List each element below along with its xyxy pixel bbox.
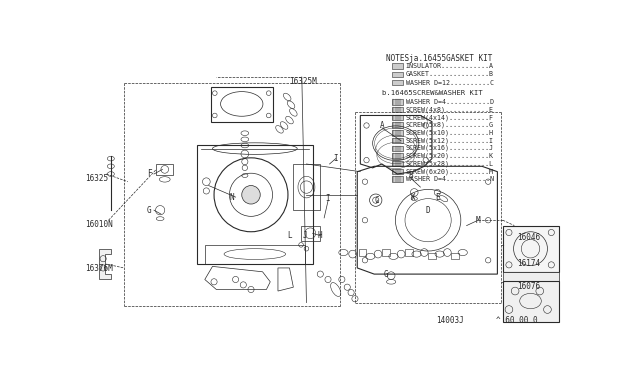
Text: C: C <box>374 196 379 205</box>
Text: SCREW(5x8)...........G: SCREW(5x8)...........G <box>406 122 494 128</box>
Text: 16010N: 16010N <box>86 220 113 229</box>
Text: 16046: 16046 <box>517 233 541 242</box>
Text: 16325M: 16325M <box>289 77 317 86</box>
Text: SCREW(4x8)...........E: SCREW(4x8)...........E <box>406 106 494 113</box>
Text: b.16465SCREW&WASHER KIT: b.16465SCREW&WASHER KIT <box>382 90 483 96</box>
Text: 16325: 16325 <box>86 174 109 183</box>
Text: SCREW(5x12)..........I: SCREW(5x12)..........I <box>406 137 494 144</box>
Bar <box>392 169 403 174</box>
Text: INSULATOR............A: INSULATOR............A <box>406 63 494 69</box>
Bar <box>392 145 403 151</box>
Text: N: N <box>229 193 234 202</box>
Text: L: L <box>287 231 292 240</box>
Text: H: H <box>318 231 323 240</box>
Polygon shape <box>99 249 111 279</box>
Bar <box>392 99 403 105</box>
Text: E: E <box>435 193 440 202</box>
Text: M: M <box>476 216 481 225</box>
Bar <box>392 130 403 135</box>
Text: I: I <box>333 154 338 163</box>
Text: WASHER D=4...........N: WASHER D=4...........N <box>406 176 494 182</box>
Text: SCREW(5x20)..........K: SCREW(5x20)..........K <box>406 153 494 159</box>
Bar <box>392 161 403 166</box>
Text: ^ 60 00 0: ^ 60 00 0 <box>496 316 538 325</box>
Bar <box>359 250 367 256</box>
Text: SCREW(6x20)..........M: SCREW(6x20)..........M <box>406 168 494 174</box>
Text: B: B <box>408 171 413 180</box>
Text: K: K <box>410 193 415 202</box>
Text: 16376M: 16376M <box>86 264 113 273</box>
Bar <box>503 272 559 281</box>
Bar <box>392 115 403 120</box>
Bar <box>205 245 305 264</box>
Text: WASHER D=12..........C: WASHER D=12..........C <box>406 80 494 86</box>
Bar <box>392 138 403 143</box>
Bar <box>392 107 403 112</box>
Circle shape <box>242 186 260 204</box>
Bar <box>293 164 320 210</box>
Bar <box>156 164 173 175</box>
Text: A: A <box>380 121 384 130</box>
Bar <box>451 253 459 260</box>
Polygon shape <box>503 225 559 272</box>
Text: SCREW(5x28)..........L: SCREW(5x28)..........L <box>406 160 494 167</box>
Text: 14003J: 14003J <box>436 316 463 325</box>
Text: G: G <box>147 206 152 215</box>
Bar <box>392 176 403 182</box>
Text: WASHER D=4...........D: WASHER D=4...........D <box>406 99 494 105</box>
Text: SCREW(4x14)..........F: SCREW(4x14)..........F <box>406 114 494 121</box>
Text: G: G <box>383 270 388 279</box>
Text: 16174: 16174 <box>517 259 541 268</box>
Text: I: I <box>326 194 330 203</box>
Text: 16076: 16076 <box>517 282 541 291</box>
Polygon shape <box>503 281 559 322</box>
Text: NOTESja.16455GASKET KIT: NOTESja.16455GASKET KIT <box>386 54 492 63</box>
Text: GASKET...............B: GASKET...............B <box>406 71 494 77</box>
Text: J: J <box>303 231 307 240</box>
Bar <box>382 250 390 256</box>
Bar <box>428 253 436 260</box>
Bar <box>392 63 403 68</box>
Bar <box>301 225 320 241</box>
Bar <box>392 71 403 77</box>
Bar <box>392 153 403 158</box>
Bar <box>392 80 403 86</box>
Text: F: F <box>147 170 152 179</box>
Bar <box>392 122 403 128</box>
Text: SCREW(5x16)..........J: SCREW(5x16)..........J <box>406 145 494 151</box>
Bar <box>405 250 413 256</box>
Text: SCREW(5x10)..........H: SCREW(5x10)..........H <box>406 129 494 136</box>
Text: D: D <box>425 206 429 215</box>
